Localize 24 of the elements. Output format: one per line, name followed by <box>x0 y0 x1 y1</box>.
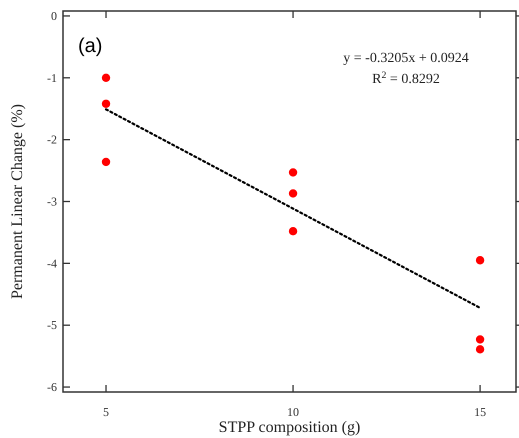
y-tick-label: -2 <box>47 132 57 147</box>
point <box>476 256 484 264</box>
y-tick-label: 0 <box>51 8 57 23</box>
y-tick-label: -1 <box>47 70 57 85</box>
annotation: (a) <box>78 35 102 57</box>
annotation: y = -0.3205x + 0.0924 <box>343 51 469 66</box>
point <box>476 335 484 344</box>
annotation: R$^{2}$ = 0.8292 <box>372 70 440 87</box>
point <box>288 168 298 177</box>
y-tick-label: -4 <box>47 256 57 270</box>
y-tick-label: -6 <box>47 380 57 394</box>
point <box>476 345 484 354</box>
y-tick-label: -5 <box>47 318 57 332</box>
x-tick-label: 5 <box>103 405 110 419</box>
point <box>102 100 110 108</box>
point <box>102 158 110 166</box>
point <box>102 74 110 82</box>
x-tick-label: 10 <box>287 405 300 419</box>
x-axis-title: STPP composition (g) <box>218 419 360 436</box>
y-axis-title: Permanent Linear Change (%) <box>9 104 26 300</box>
point <box>288 189 298 198</box>
y-tick-label: -3 <box>47 194 57 208</box>
point <box>288 226 298 236</box>
x-tick-label: 15 <box>474 405 486 419</box>
